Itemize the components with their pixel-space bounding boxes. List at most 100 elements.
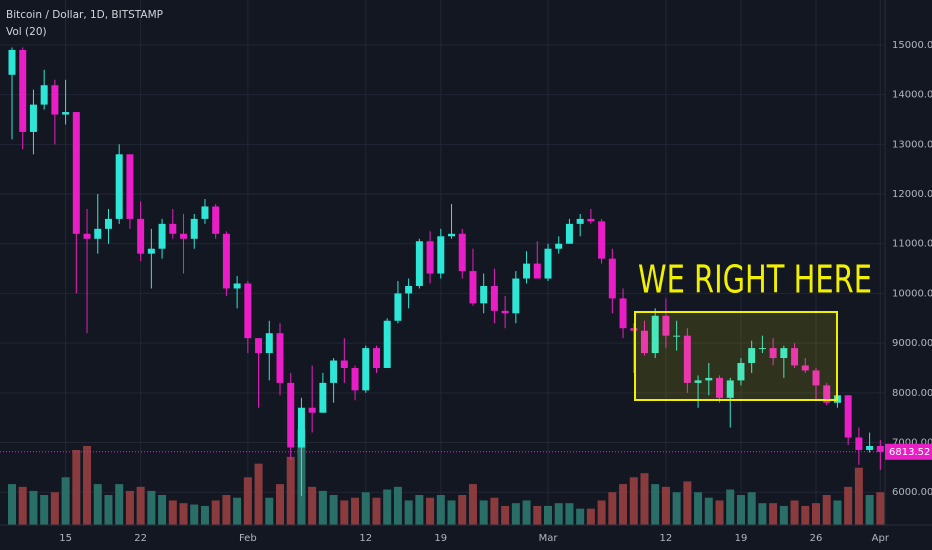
candle-body xyxy=(855,437,863,450)
volume-bar xyxy=(522,500,531,525)
volume-bar xyxy=(318,490,327,525)
x-tick-label: Mar xyxy=(539,533,559,544)
candle-body xyxy=(523,263,531,279)
volume-bar xyxy=(393,486,402,525)
candle-body xyxy=(662,315,670,336)
candle-body xyxy=(201,206,209,219)
volume-bar xyxy=(265,497,274,525)
volume-bar xyxy=(50,492,59,525)
candle-body xyxy=(533,263,541,279)
candle-body xyxy=(19,49,27,132)
candle-body xyxy=(501,310,509,314)
volume-bar xyxy=(18,486,27,525)
volume-bar xyxy=(736,495,745,525)
candle-body xyxy=(694,380,702,383)
candle-body xyxy=(844,395,852,438)
candle-body xyxy=(469,271,477,304)
volume-bar xyxy=(554,503,563,525)
volume-bar xyxy=(426,497,435,525)
chart-title: Bitcoin / Dollar, 1D, BITSTAMP xyxy=(6,9,163,21)
candle-body xyxy=(255,338,263,354)
volume-bar xyxy=(565,503,574,525)
candle-body xyxy=(287,382,295,448)
y-tick-label: 12000.00 xyxy=(892,189,932,200)
annotation-text: WE RIGHT HERE xyxy=(638,258,872,302)
candle-body xyxy=(158,223,166,249)
candle-body xyxy=(415,241,423,286)
volume-bar xyxy=(211,500,220,525)
volume-bar xyxy=(533,505,542,525)
candle-body xyxy=(372,348,380,368)
volume-bar xyxy=(276,484,284,525)
volume-bar xyxy=(458,495,467,525)
volume-bar xyxy=(254,463,263,525)
volume-bar xyxy=(683,481,692,525)
candle-body xyxy=(716,377,724,398)
candle-body xyxy=(823,385,831,403)
volume-bar xyxy=(340,500,349,525)
candle-body xyxy=(812,370,820,386)
volume-bar xyxy=(651,484,660,525)
volume-bar xyxy=(586,508,595,525)
candle-body xyxy=(169,223,177,234)
volume-bar xyxy=(661,486,670,525)
volume-bar xyxy=(747,492,756,525)
candle-body xyxy=(608,258,616,299)
volume-bar xyxy=(479,500,488,525)
volume-bar xyxy=(694,492,703,525)
candle-body xyxy=(147,248,155,254)
annotation-box xyxy=(634,311,838,401)
candle-body xyxy=(297,407,305,448)
volume-bar xyxy=(40,495,49,525)
candle-body xyxy=(458,233,466,272)
volume-bar xyxy=(822,495,831,525)
volume-bar xyxy=(158,495,167,525)
volume-bar xyxy=(758,503,767,525)
candle-body xyxy=(383,320,391,368)
volume-bar xyxy=(415,495,424,525)
candle-body xyxy=(512,278,520,314)
x-tick-label: 26 xyxy=(810,533,823,544)
volume-bar xyxy=(372,497,381,525)
indicator-label: Vol (20) xyxy=(6,26,47,38)
volume-bar xyxy=(812,503,820,525)
y-tick-label: 6000.00 xyxy=(892,487,932,498)
volume-bar xyxy=(629,477,638,525)
candle-body xyxy=(40,85,48,105)
candle-body xyxy=(330,360,338,383)
volume-bar xyxy=(844,486,853,525)
candle-body xyxy=(8,49,16,75)
candle-body xyxy=(190,218,198,239)
candle-body xyxy=(394,293,402,321)
volume-bar xyxy=(704,497,713,525)
candle-body xyxy=(726,380,734,398)
y-tick-label: 15000.00 xyxy=(892,40,932,51)
candle-body xyxy=(51,85,59,115)
volume-bar xyxy=(147,490,156,525)
candle-body xyxy=(244,283,252,339)
volume-bar xyxy=(436,495,445,525)
candle-body xyxy=(265,333,273,354)
last-price-box xyxy=(885,443,932,460)
x-tick-label: Feb xyxy=(239,533,257,544)
volume-bar xyxy=(83,445,92,525)
volume-bar xyxy=(769,503,778,525)
candle-body xyxy=(673,335,681,337)
volume-bar xyxy=(222,495,231,525)
y-tick-label: 9000.00 xyxy=(892,338,932,349)
x-tick-label: Apr xyxy=(872,533,890,544)
candle-body xyxy=(587,218,595,222)
candle-body xyxy=(683,335,691,383)
candle-body xyxy=(748,348,756,364)
candle-body xyxy=(780,348,788,359)
volume-bar xyxy=(61,477,70,525)
y-tick-label: 7000.00 xyxy=(892,438,932,449)
volume-bar xyxy=(104,495,113,525)
y-tick-label: 11000.00 xyxy=(892,239,932,250)
volume-bar xyxy=(179,503,188,525)
candle-body xyxy=(555,243,563,249)
candle-body xyxy=(94,228,102,239)
volume-bar xyxy=(383,489,392,525)
volume-bar xyxy=(501,505,510,525)
